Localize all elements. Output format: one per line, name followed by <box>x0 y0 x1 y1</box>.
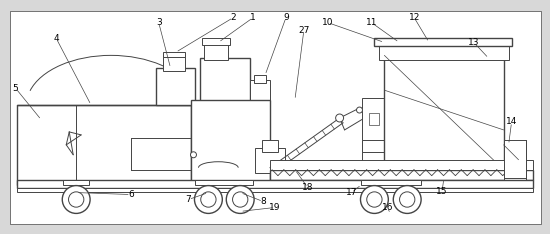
Text: 12: 12 <box>409 13 420 22</box>
Bar <box>270 160 534 170</box>
Bar <box>250 80 270 105</box>
Text: 27: 27 <box>298 26 310 35</box>
Bar <box>504 140 525 180</box>
Bar <box>190 100 270 185</box>
Text: 4: 4 <box>53 34 59 43</box>
Bar <box>63 180 89 185</box>
Bar <box>384 55 504 170</box>
Bar <box>255 148 285 173</box>
Circle shape <box>399 192 415 207</box>
Bar <box>361 180 421 185</box>
Bar <box>16 105 190 185</box>
Bar <box>375 38 512 46</box>
Text: 2: 2 <box>230 13 236 22</box>
Text: 10: 10 <box>322 18 333 27</box>
Bar <box>370 113 379 125</box>
Circle shape <box>367 192 382 207</box>
Text: 7: 7 <box>186 195 191 204</box>
Circle shape <box>62 186 90 213</box>
Circle shape <box>336 114 344 122</box>
Bar <box>205 42 228 60</box>
Bar <box>163 52 185 57</box>
Circle shape <box>226 186 254 213</box>
Circle shape <box>201 192 216 207</box>
Text: 9: 9 <box>283 13 289 22</box>
Bar <box>16 180 534 188</box>
Circle shape <box>195 186 222 213</box>
Bar <box>270 170 534 180</box>
Circle shape <box>233 192 248 207</box>
Bar <box>362 98 384 170</box>
Text: 15: 15 <box>436 187 448 196</box>
Bar <box>200 58 250 105</box>
Circle shape <box>356 107 362 113</box>
Text: 3: 3 <box>156 18 162 27</box>
Circle shape <box>190 152 196 158</box>
Text: 19: 19 <box>270 203 280 212</box>
Bar <box>202 38 230 45</box>
Bar <box>254 75 266 83</box>
Bar <box>379 42 509 60</box>
Bar <box>16 188 534 192</box>
Bar <box>362 140 384 152</box>
Circle shape <box>393 186 421 213</box>
Text: 18: 18 <box>302 183 314 192</box>
Text: 6: 6 <box>128 190 134 199</box>
Text: 11: 11 <box>366 18 377 27</box>
Bar <box>156 68 195 105</box>
Text: 8: 8 <box>260 197 266 206</box>
Text: 16: 16 <box>382 203 393 212</box>
Text: 14: 14 <box>506 117 517 126</box>
Text: 5: 5 <box>13 84 18 93</box>
Text: 1: 1 <box>250 13 256 22</box>
Bar <box>262 140 278 152</box>
Text: 13: 13 <box>468 38 480 47</box>
Bar <box>195 180 253 185</box>
Circle shape <box>360 186 388 213</box>
Bar <box>163 55 185 71</box>
Circle shape <box>69 192 84 207</box>
Text: 17: 17 <box>346 188 358 197</box>
